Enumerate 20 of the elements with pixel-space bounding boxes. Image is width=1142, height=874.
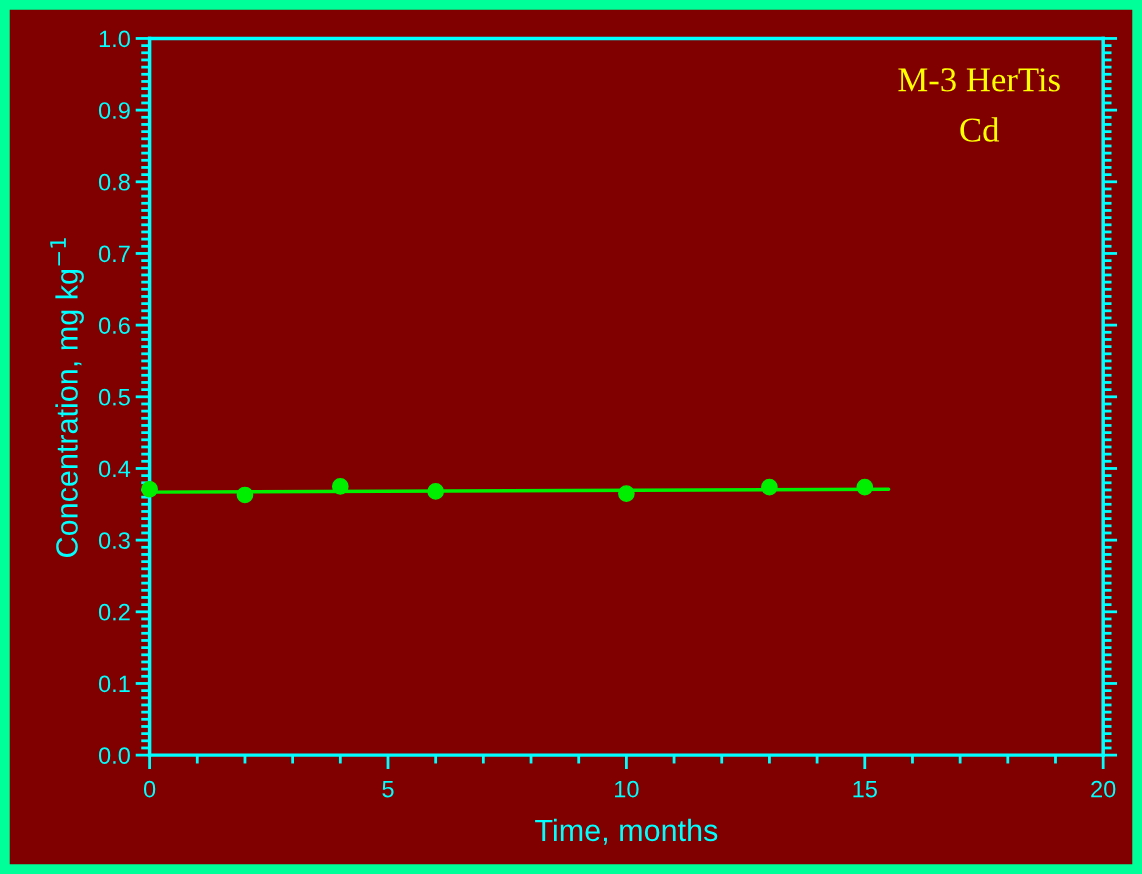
x-tick-label: 5 xyxy=(382,781,394,798)
y-tick-label: 0.7 xyxy=(98,245,130,263)
text: Cd xyxy=(960,117,1000,142)
y-tick-label: 0.2 xyxy=(98,603,130,621)
y-tick-label: 0.5 xyxy=(98,388,130,406)
y-axis-title: Concentration, mg kg$^{−1}$ xyxy=(50,238,84,557)
y-tick-label: 1.0 xyxy=(99,30,130,48)
y-tick-label: 0.6 xyxy=(98,317,130,334)
y-tick-label: 0.8 xyxy=(98,173,130,191)
x-tick-label: 15 xyxy=(853,781,877,798)
x-axis-title: Time, months xyxy=(535,818,718,845)
y-tick-label: 0.9 xyxy=(98,102,130,119)
y-tick-label: 0.1 xyxy=(98,675,130,693)
text: M-3 HerTis xyxy=(898,68,1060,92)
x-tick-label: 20 xyxy=(1091,780,1116,798)
x-tick-label: 10 xyxy=(615,780,639,798)
y-tick-label: 0.4 xyxy=(98,460,131,478)
y-tick-label: 0.0 xyxy=(98,747,130,764)
x-tick-label: 0 xyxy=(143,780,156,798)
y-tick-label: 0.3 xyxy=(98,532,130,549)
